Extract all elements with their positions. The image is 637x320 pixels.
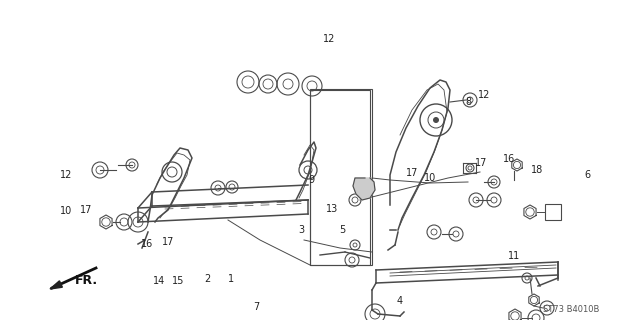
Text: 1: 1 bbox=[228, 274, 234, 284]
Bar bbox=[310, 89, 372, 265]
Text: 12: 12 bbox=[323, 34, 335, 44]
Text: 4: 4 bbox=[396, 296, 403, 306]
Text: 6: 6 bbox=[585, 170, 591, 180]
Text: 10: 10 bbox=[424, 173, 436, 183]
Text: 5: 5 bbox=[339, 225, 345, 236]
Text: 17: 17 bbox=[475, 158, 487, 168]
Text: 7: 7 bbox=[254, 302, 260, 312]
Polygon shape bbox=[50, 281, 62, 289]
Text: 14: 14 bbox=[153, 276, 165, 286]
Text: FR.: FR. bbox=[75, 274, 98, 286]
Circle shape bbox=[433, 117, 439, 123]
Text: 15: 15 bbox=[172, 276, 184, 286]
Text: 18: 18 bbox=[531, 164, 543, 175]
Text: 12: 12 bbox=[60, 170, 72, 180]
Text: 17: 17 bbox=[80, 205, 92, 215]
Text: 3: 3 bbox=[298, 225, 304, 235]
Text: 16: 16 bbox=[141, 239, 154, 249]
Text: ST73 B4010B: ST73 B4010B bbox=[543, 306, 599, 315]
Text: 10: 10 bbox=[60, 206, 72, 216]
Bar bbox=[545, 204, 561, 220]
Text: 17: 17 bbox=[406, 168, 419, 178]
Text: 8: 8 bbox=[465, 97, 471, 107]
Bar bbox=[310, 90, 370, 265]
Text: 17: 17 bbox=[162, 237, 174, 247]
Text: 16: 16 bbox=[503, 154, 515, 164]
Text: 11: 11 bbox=[508, 251, 520, 261]
Text: 9: 9 bbox=[308, 175, 315, 185]
Text: 12: 12 bbox=[478, 90, 490, 100]
Text: 13: 13 bbox=[326, 204, 338, 214]
Text: 2: 2 bbox=[204, 274, 211, 284]
Polygon shape bbox=[353, 178, 375, 200]
